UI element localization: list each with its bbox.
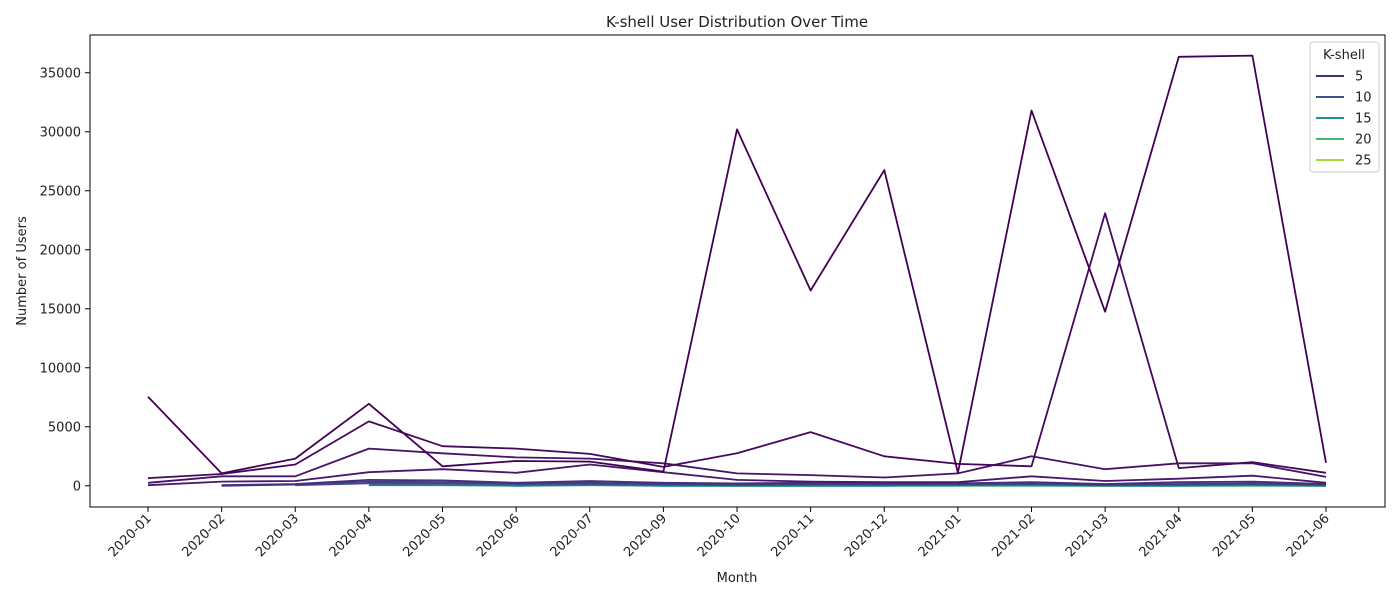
y-tick-label: 35000 — [40, 66, 81, 81]
x-tick-label: 2020-10 — [695, 511, 744, 560]
series-line-4 — [221, 479, 1327, 487]
chart-title: K-shell User Distribution Over Time — [606, 13, 868, 31]
x-tick-label: 2020-07 — [548, 511, 597, 560]
series-line-0 — [147, 54, 1327, 475]
x-tick-label: 2020-06 — [474, 511, 523, 560]
y-tick-label: 0 — [73, 479, 81, 494]
series-line-3 — [147, 463, 1327, 487]
y-tick-label: 25000 — [40, 184, 81, 199]
x-tick-label: 2020-04 — [327, 511, 376, 560]
legend-label: 25 — [1355, 154, 1372, 169]
legend-label: 10 — [1355, 91, 1372, 106]
x-tick-label: 2020-09 — [621, 511, 670, 560]
y-tick-label: 5000 — [48, 420, 81, 435]
series-lines — [147, 54, 1327, 487]
legend-title: K-shell — [1323, 48, 1365, 63]
y-tick-label: 10000 — [40, 361, 81, 376]
plot-area — [89, 34, 1386, 508]
x-tick-label: 2020-01 — [106, 511, 155, 560]
x-tick-label: 2020-12 — [842, 511, 891, 560]
x-tick-label: 2020-02 — [179, 511, 228, 560]
x-axis: 2020-01 2020-02 2020-03 2020-04 2020-05 2020-… — [106, 507, 1333, 560]
legend-items: 5 10 15 20 25 — [1316, 70, 1372, 169]
series-line-1 — [147, 212, 1327, 479]
legend: K-shell 5 10 15 20 25 — [1309, 41, 1380, 173]
x-axis-label: Month — [717, 571, 758, 586]
x-tick-label: 2021-04 — [1137, 511, 1186, 560]
series-line-2 — [147, 447, 1327, 484]
legend-label: 20 — [1355, 133, 1372, 148]
y-axis: 0 5000 10000 15000 20000 25000 30000 35000 — [40, 66, 90, 494]
y-tick-label: 20000 — [40, 243, 81, 258]
x-tick-label: 2021-01 — [916, 511, 965, 560]
y-axis-label: Number of Users — [15, 216, 30, 326]
legend-label: 5 — [1355, 70, 1363, 85]
y-tick-label: 15000 — [40, 302, 81, 317]
x-tick-label: 2021-05 — [1210, 511, 1259, 560]
series-line-5 — [221, 480, 1327, 487]
x-tick-label: 2020-11 — [768, 511, 817, 560]
x-tick-label: 2021-06 — [1284, 511, 1333, 560]
x-tick-label: 2021-03 — [1063, 511, 1112, 560]
x-tick-label: 2021-02 — [989, 511, 1038, 560]
x-tick-label: 2020-05 — [400, 511, 449, 560]
y-tick-label: 30000 — [40, 125, 81, 140]
x-tick-label: 2020-03 — [253, 511, 302, 560]
legend-label: 15 — [1355, 112, 1372, 127]
